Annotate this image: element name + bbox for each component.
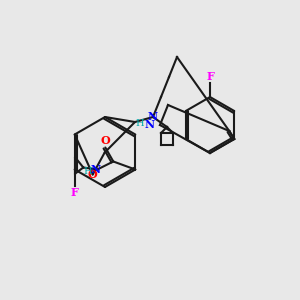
Text: O: O [100, 135, 110, 146]
Text: H: H [136, 118, 144, 127]
Text: F: F [206, 70, 214, 82]
Text: O: O [88, 169, 98, 180]
Text: H: H [83, 167, 92, 176]
Text: F: F [71, 187, 79, 198]
Text: N: N [90, 164, 100, 175]
Text: N: N [148, 112, 158, 122]
Text: N: N [145, 119, 155, 130]
